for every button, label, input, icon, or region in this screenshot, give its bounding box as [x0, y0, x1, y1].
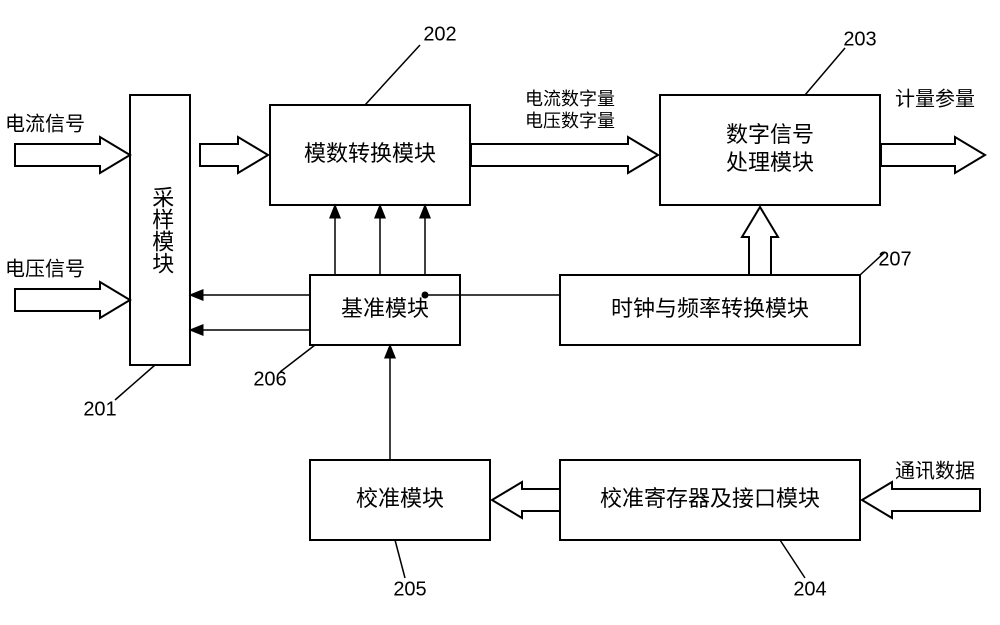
leader-202 — [365, 45, 420, 105]
diagram-canvas: 采样模块 模数转换模块 数字信号处理模块基准模块 时钟与频率转换模块校准模块 校准寄存器… — [0, 0, 1000, 625]
adc-box: 模数转换模块 — [270, 105, 470, 205]
ref-204: 204 — [793, 578, 826, 600]
calibration-label: 校准模块 — [356, 486, 444, 511]
ref-201: 201 — [83, 398, 116, 420]
comm-to-calreg — [862, 482, 980, 518]
calreg-to-cal — [492, 482, 560, 518]
sampling-to-adc — [200, 137, 268, 173]
label-comm_data: 通讯数据 — [895, 459, 975, 482]
ref-207: 207 — [878, 248, 911, 270]
leader-203 — [805, 48, 845, 95]
leader-204 — [780, 540, 805, 578]
label-digital_i: 电流数字量 — [525, 89, 615, 109]
dsp-label-0: 数字信号 — [726, 122, 814, 147]
sampling-label: 采样模块 — [149, 186, 174, 274]
ref-203: 203 — [843, 28, 876, 50]
leader-201 — [115, 365, 155, 400]
voltage-to-sampling — [15, 282, 130, 318]
clock-label: 时钟与频率转换模块 — [611, 296, 809, 321]
clock-to-dsp — [742, 207, 778, 275]
reference-box: 基准模块 — [310, 275, 460, 345]
label-digital_v: 电压数字量 — [525, 111, 615, 131]
calibration-box: 校准模块 — [310, 460, 490, 540]
ref-205: 205 — [393, 578, 426, 600]
label-current_in: 电流信号 — [5, 112, 85, 135]
leader-205 — [395, 540, 405, 578]
dsp-box: 数字信号处理模块 — [660, 95, 880, 205]
current-to-sampling — [15, 137, 130, 173]
reference-label: 基准模块 — [341, 296, 429, 321]
adc-label: 模数转换模块 — [304, 141, 436, 166]
dsp-out — [881, 137, 985, 173]
label-voltage_in: 电压信号 — [5, 257, 85, 280]
dsp-label-1: 处理模块 — [726, 150, 814, 175]
clock-box: 时钟与频率转换模块 — [560, 275, 860, 345]
cal_register-label: 校准寄存器及接口模块 — [600, 486, 820, 511]
ref-206: 206 — [253, 368, 286, 390]
ref-202: 202 — [423, 23, 456, 45]
clock-tap-dot — [422, 292, 429, 299]
sampling-box: 采样模块 — [130, 95, 190, 365]
cal_register-box: 校准寄存器及接口模块 — [560, 460, 860, 540]
label-metric_out: 计量参量 — [895, 87, 975, 110]
adc-to-dsp — [471, 137, 658, 173]
